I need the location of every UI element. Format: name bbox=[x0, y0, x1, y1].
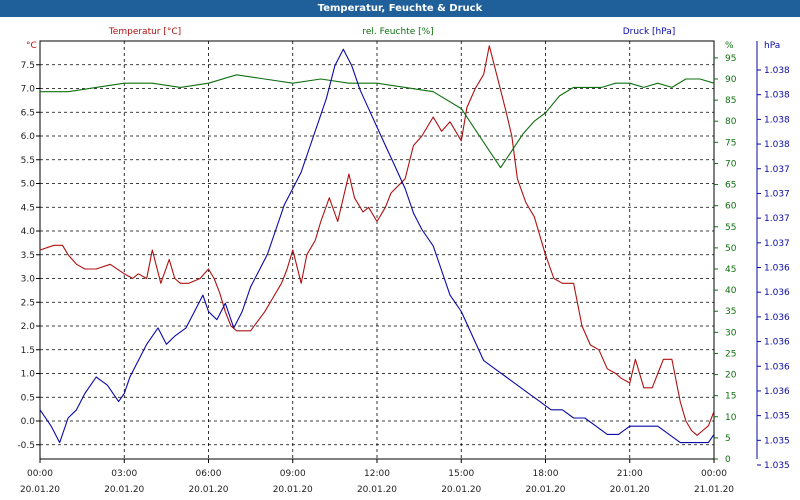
date-tick-label: 20.01.20 bbox=[610, 485, 650, 495]
pressure-tick-label: 1.038 bbox=[764, 115, 790, 125]
time-axis: 00:00 20.01.20 03:00 20.01.20 06:00 20.01.20 0… bbox=[20, 459, 734, 495]
pressure-tick-label: 1.037 bbox=[764, 214, 790, 224]
humidity-tick-label: 0 bbox=[725, 455, 731, 465]
temperature-tick-label: 1.0 bbox=[21, 370, 36, 380]
humidity-tick-label: 60 bbox=[725, 202, 737, 212]
humidity-unit-label: % bbox=[725, 41, 734, 51]
temperature-tick-label: 5.0 bbox=[21, 180, 36, 190]
pressure-tick-label: 1.035 bbox=[764, 436, 790, 446]
time-tick-label: 21:00 bbox=[617, 469, 643, 479]
time-tick-label: 00:00 bbox=[701, 469, 727, 479]
date-tick-label: 21.01.20 bbox=[694, 485, 734, 495]
time-tick-label: 00:00 bbox=[27, 469, 53, 479]
time-tick-label: 15:00 bbox=[448, 469, 474, 479]
chart: -0.5 0.0 0.5 1.0 1.5 2.0 2.5 3.0 3.5 4.0 4.5 5.0 5.5… bbox=[17, 27, 790, 495]
temperature-tick-label: 5.5 bbox=[21, 156, 35, 166]
pressure-tick-label: 1.037 bbox=[764, 239, 790, 249]
date-tick-label: 20.01.20 bbox=[525, 485, 565, 495]
humidity-tick-label: 5 bbox=[725, 434, 731, 444]
pressure-tick-label: 1.038 bbox=[764, 91, 790, 101]
humidity-tick-label: 95 bbox=[725, 54, 736, 64]
temperature-tick-label: 0.0 bbox=[21, 417, 36, 427]
pressure-tick-label: 1.036 bbox=[764, 387, 790, 397]
date-tick-label: 20.01.20 bbox=[441, 485, 481, 495]
temperature-tick-label: 6.0 bbox=[21, 132, 36, 142]
pressure-tick-label: 1.038 bbox=[764, 140, 790, 150]
temperature-series-line bbox=[39, 45, 715, 436]
date-tick-label: 20.01.20 bbox=[20, 485, 60, 495]
pressure-unit-label: hPa bbox=[764, 41, 780, 51]
time-tick-label: 03:00 bbox=[111, 469, 137, 479]
humidity-tick-label: 35 bbox=[725, 307, 736, 317]
temperature-axis: -0.5 0.0 0.5 1.0 1.5 2.0 2.5 3.0 3.5 4.0 4.5 5.0 5.5… bbox=[17, 61, 40, 451]
date-tick-label: 20.01.20 bbox=[104, 485, 144, 495]
humidity-tick-label: 85 bbox=[725, 96, 736, 106]
date-tick-label: 20.01.20 bbox=[273, 485, 313, 495]
humidity-tick-label: 10 bbox=[725, 413, 737, 423]
temperature-unit-label: °C bbox=[26, 41, 37, 51]
pressure-tick-label: 1.036 bbox=[764, 288, 790, 298]
temperature-tick-label: 6.5 bbox=[21, 108, 35, 118]
humidity-tick-label: 70 bbox=[725, 159, 737, 169]
time-tick-label: 18:00 bbox=[533, 469, 559, 479]
humidity-tick-label: 30 bbox=[725, 328, 737, 338]
temperature-tick-label: 7.5 bbox=[21, 61, 35, 71]
temperature-tick-label: 0.5 bbox=[21, 393, 35, 403]
temperature-tick-label: 2.5 bbox=[21, 298, 35, 308]
temperature-tick-label: -0.5 bbox=[17, 441, 35, 451]
series-layer bbox=[39, 45, 715, 444]
pressure-tick-label: 1.037 bbox=[764, 165, 790, 175]
humidity-tick-label: 20 bbox=[725, 371, 737, 381]
humidity-tick-label: 25 bbox=[725, 349, 736, 359]
temperature-tick-label: 1.5 bbox=[21, 346, 35, 356]
window-title: Temperatur, Feuchte & Druck bbox=[0, 0, 800, 17]
temperature-axis-header: Temperatur [°C] bbox=[108, 27, 181, 37]
humidity-tick-label: 80 bbox=[725, 117, 737, 127]
temperature-tick-label: 4.5 bbox=[21, 203, 35, 213]
pressure-tick-label: 1.035 bbox=[764, 461, 790, 471]
pressure-tick-label: 1.036 bbox=[764, 338, 790, 348]
humidity-axis: 0 5 10 15 20 25 30 35 40 45 50 55 60 65 70 75 80 85 90 95 bbox=[714, 54, 737, 465]
pressure-tick-label: 1.035 bbox=[764, 412, 790, 422]
pressure-series-line bbox=[39, 48, 715, 444]
pressure-axis: 1.035 1.035 1.035 1.036 1.036 1.036 1.036 1.036… bbox=[756, 41, 790, 471]
pressure-axis-header: Druck [hPa] bbox=[623, 27, 676, 37]
time-tick-label: 06:00 bbox=[196, 469, 222, 479]
date-tick-label: 20.01.20 bbox=[357, 485, 397, 495]
humidity-tick-label: 55 bbox=[725, 223, 736, 233]
pressure-tick-label: 1.038 bbox=[764, 66, 790, 76]
humidity-tick-label: 50 bbox=[725, 244, 737, 254]
pressure-tick-label: 1.036 bbox=[764, 313, 790, 323]
time-tick-label: 09:00 bbox=[280, 469, 306, 479]
pressure-tick-label: 1.037 bbox=[764, 189, 790, 199]
humidity-tick-label: 75 bbox=[725, 138, 736, 148]
grid bbox=[40, 41, 714, 459]
date-tick-label: 20.01.20 bbox=[188, 485, 228, 495]
humidity-tick-label: 45 bbox=[725, 265, 736, 275]
temperature-tick-label: 4.0 bbox=[21, 227, 36, 237]
temperature-tick-label: 2.0 bbox=[21, 322, 36, 332]
humidity-series-line bbox=[40, 74, 715, 169]
humidity-tick-label: 65 bbox=[725, 181, 736, 191]
temperature-tick-label: 3.5 bbox=[21, 251, 35, 261]
pressure-tick-label: 1.036 bbox=[764, 362, 790, 372]
humidity-axis-header: rel. Feuchte [%] bbox=[362, 27, 433, 37]
humidity-tick-label: 90 bbox=[725, 75, 737, 85]
humidity-tick-label: 15 bbox=[725, 392, 736, 402]
temperature-tick-label: 3.0 bbox=[21, 275, 36, 285]
temperature-tick-label: 7.0 bbox=[21, 85, 36, 95]
time-tick-label: 12:00 bbox=[364, 469, 390, 479]
pressure-tick-label: 1.036 bbox=[764, 264, 790, 274]
humidity-tick-label: 40 bbox=[725, 286, 737, 296]
